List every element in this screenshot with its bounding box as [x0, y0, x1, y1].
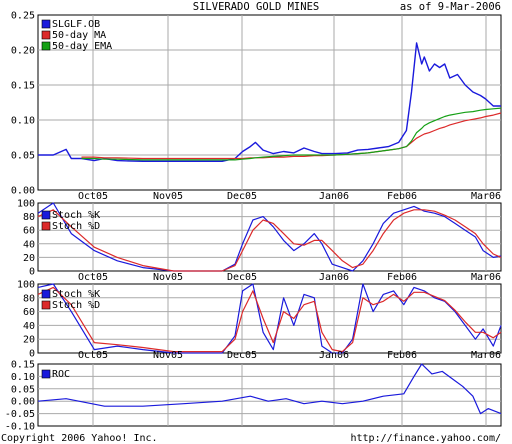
panel-1-xtick-label-1: Nov05: [153, 272, 183, 283]
panel-0-legend-swatch-2: [41, 41, 51, 51]
panel-2-xtick-label-4: Feb06: [387, 350, 417, 361]
panel-1-legend-swatch-0: [41, 210, 51, 220]
panel-2-xtick-label-5: Mar06: [471, 350, 501, 361]
panel-2-ytick-label-2: 60: [23, 307, 35, 318]
panel-0-xtick-label-0: Oct05: [78, 191, 108, 202]
panel-2-series-1-line: [37, 286, 502, 353]
panel-3-ytick-label-1: 0.10: [11, 372, 35, 383]
panel-1-xtick-label-0: Oct05: [78, 272, 108, 283]
panel-2-ytick-label-4: 20: [23, 335, 35, 346]
panel-0-xtick-label-2: Dec05: [227, 191, 257, 202]
panel-2-ytick-label-1: 80: [23, 293, 35, 304]
as-of-date: as of 9-Mar-2006: [400, 1, 501, 13]
panel-2-frame: [37, 283, 502, 354]
panel-3-ytick-label-3: 0.00: [11, 397, 35, 408]
panel-0-series-0-line: [38, 42, 501, 162]
panel-0-legend-label-1: 50-day MA: [52, 30, 106, 41]
panel-1-legend-label-1: Stoch %D: [52, 221, 100, 232]
panel-3-ytick-label-0: 0.15: [11, 360, 35, 371]
panel-1-xtick-label-3: Jan06: [319, 272, 349, 283]
yahoo-finance-url[interactable]: http://finance.yahoo.com/: [350, 433, 501, 444]
panel-2-xtick-label-1: Nov05: [153, 350, 183, 361]
panel-2-ytick-label-3: 40: [23, 321, 35, 332]
panel-1-ytick-label-3: 40: [23, 239, 35, 250]
panel-0-xtick-label-5: Mar06: [471, 191, 501, 202]
panel-0-xtick-label-4: Feb06: [387, 191, 417, 202]
panel-0-series-2-line: [81, 107, 502, 161]
panel-1-ytick-label-0: 100: [17, 199, 35, 210]
grid-layer: [37, 14, 502, 427]
panel-0-ytick-label-4: 0.05: [11, 151, 35, 162]
panel-1-ytick-label-2: 60: [23, 226, 35, 237]
panel-1-series-1-line: [37, 209, 502, 272]
panel-0-legend-label-0: SLGLF.OB: [52, 19, 100, 30]
panel-1-xtick-label-2: Dec05: [227, 272, 257, 283]
panel-1-ytick-label-4: 20: [23, 253, 35, 264]
panel-1-legend-label-0: Stoch %K: [52, 210, 100, 221]
panel-0-ytick-label-3: 0.10: [11, 116, 35, 127]
panel-0-legend-swatch-1: [41, 30, 51, 40]
panel-2-ytick-label-5: 0: [29, 349, 35, 360]
panel-2-legend-label-0: Stoch %K: [52, 289, 100, 300]
panel-3-legend-swatch-0: [41, 369, 51, 379]
panel-0-ytick-label-0: 0.25: [11, 11, 35, 22]
panel-3-ytick-label-5: -0.10: [5, 422, 35, 433]
panel-3-ytick-label-4: -0.05: [5, 409, 35, 420]
yahoo-finance-link[interactable]: http://finance.yahoo.com/: [350, 433, 501, 444]
panel-2-xtick-label-2: Dec05: [227, 350, 257, 361]
panel-1-ytick-label-5: 0: [29, 267, 35, 278]
panel-2-legend-swatch-1: [41, 300, 51, 310]
panel-0-xtick-label-3: Jan06: [319, 191, 349, 202]
panel-1-xtick-label-4: Feb06: [387, 272, 417, 283]
copyright-text: Copyright 2006 Yahoo! Inc.: [1, 433, 158, 444]
panel-2-xtick-label-3: Jan06: [319, 350, 349, 361]
chart-title: SILVERADO GOLD MINES: [193, 1, 319, 13]
panel-2-legend-swatch-0: [41, 289, 51, 299]
axis-layer: 0.250.200.150.100.050.00 Oct05 Nov05 Dec05 J…: [5, 11, 501, 433]
panel-0-legend-label-2: 50-day EMA: [52, 41, 112, 52]
panel-1-legend-swatch-1: [41, 221, 51, 231]
panel-3-ytick-label-2: 0.05: [11, 384, 35, 395]
panel-2-ytick-label-0: 100: [17, 280, 35, 291]
panel-3-frame: [37, 363, 502, 427]
panel-1-xtick-label-5: Mar06: [471, 272, 501, 283]
panel-3-series-0-line: [37, 363, 502, 415]
panel-3-legend-label-0: ROC: [52, 369, 70, 380]
panel-0-xtick-label-1: Nov05: [153, 191, 183, 202]
panel-1-ytick-label-1: 80: [23, 212, 35, 223]
plot-layer: [37, 42, 502, 415]
panel-2-legend-label-1: Stoch %D: [52, 300, 100, 311]
panel-2-xtick-label-0: Oct05: [78, 350, 108, 361]
panel-0-legend-swatch-0: [41, 19, 51, 29]
panel-0-ytick-label-2: 0.15: [11, 81, 35, 92]
panel-0-ytick-label-1: 0.20: [11, 46, 35, 57]
panel-0-ytick-label-5: 0.00: [11, 186, 35, 197]
